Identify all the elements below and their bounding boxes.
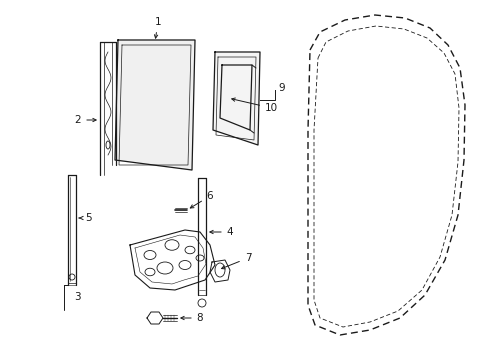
- Text: 4: 4: [209, 227, 233, 237]
- Text: 7: 7: [221, 253, 251, 269]
- Text: 8: 8: [181, 313, 203, 323]
- Text: 10: 10: [231, 98, 278, 113]
- Text: 9: 9: [278, 83, 284, 93]
- Polygon shape: [213, 52, 260, 145]
- Text: 1: 1: [154, 17, 161, 38]
- Text: 3: 3: [74, 292, 81, 302]
- Polygon shape: [115, 40, 195, 170]
- Text: 5: 5: [79, 213, 91, 223]
- Text: 6: 6: [190, 191, 213, 208]
- Text: 2: 2: [75, 115, 96, 125]
